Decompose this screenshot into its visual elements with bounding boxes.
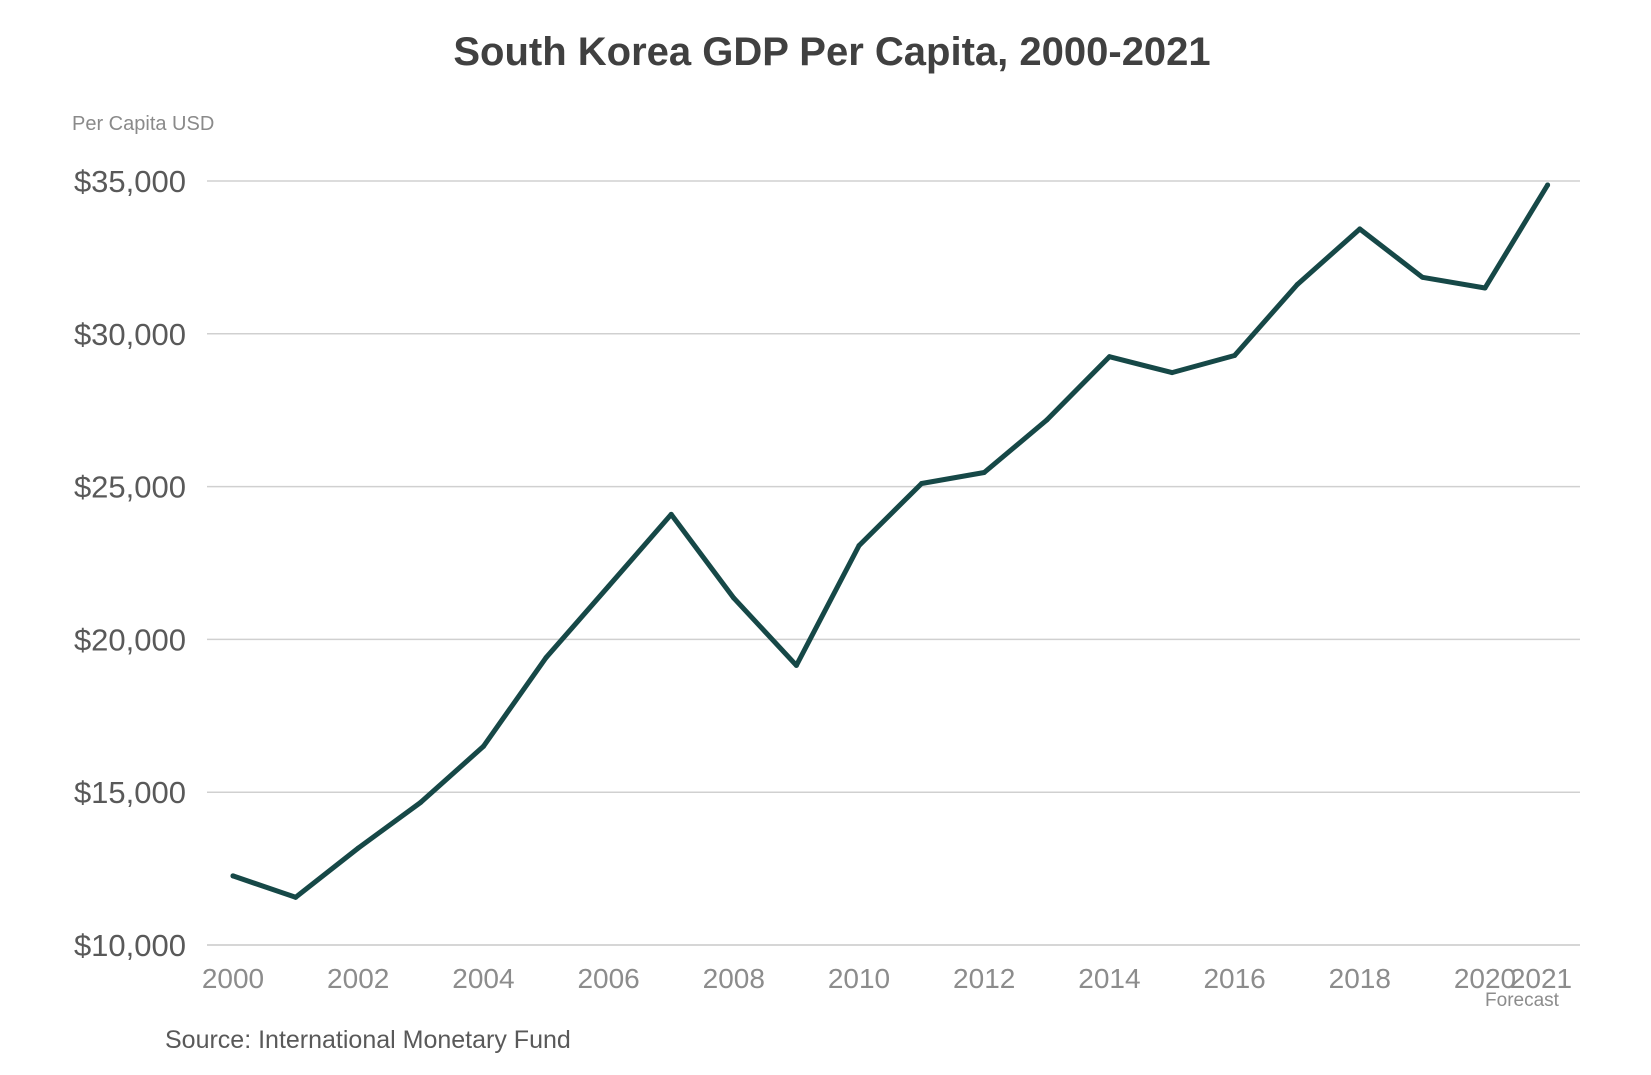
data-point xyxy=(1482,285,1488,291)
chart-title: South Korea GDP Per Capita, 2000-2021 xyxy=(453,30,1210,74)
x-tick-label: 2002 xyxy=(327,963,389,994)
y-tick-label: $15,000 xyxy=(74,775,186,810)
y-axis-ticks: $10,000 $15,000 $20,000 $25,000 $30,000 $35,0… xyxy=(74,164,186,963)
data-point xyxy=(856,543,862,549)
data-point xyxy=(418,799,424,805)
data-point xyxy=(668,511,674,517)
data-point xyxy=(1169,370,1175,376)
y-tick-label: $30,000 xyxy=(74,317,186,352)
source-note: Source: International Monetary Fund xyxy=(165,1026,571,1054)
x-tick-label: 2008 xyxy=(703,963,765,994)
data-point xyxy=(1294,282,1300,288)
data-point xyxy=(1106,354,1112,360)
data-point xyxy=(543,655,549,661)
data-point xyxy=(731,595,737,601)
data-point xyxy=(1545,182,1551,188)
data-point xyxy=(480,743,486,749)
forecast-label: Forecast xyxy=(1485,990,1560,1011)
y-tick-label: $20,000 xyxy=(74,622,186,657)
x-tick-label: 2018 xyxy=(1329,963,1391,994)
data-point xyxy=(230,873,236,879)
data-point xyxy=(981,470,987,476)
data-point xyxy=(1357,226,1363,232)
y-tick-label: $35,000 xyxy=(74,164,186,199)
gridlines xyxy=(207,180,1580,946)
x-tick-label: 2004 xyxy=(452,963,514,994)
x-tick-label: 2012 xyxy=(953,963,1015,994)
data-point xyxy=(793,662,799,668)
x-tick-label: 2020 xyxy=(1454,963,1516,994)
data-point xyxy=(293,894,299,900)
series-layer xyxy=(230,182,1551,900)
data-point xyxy=(1232,352,1238,358)
x-tick-label: 2006 xyxy=(577,963,639,994)
x-tick-label: 2016 xyxy=(1203,963,1265,994)
x-tick-label: 2021 xyxy=(1510,963,1572,994)
data-point xyxy=(355,845,361,851)
y-tick-label: $25,000 xyxy=(74,470,186,505)
x-tick-label: 2014 xyxy=(1078,963,1140,994)
y-tick-label: $10,000 xyxy=(74,928,186,963)
data-point xyxy=(1044,417,1050,423)
series-line xyxy=(230,182,1551,900)
data-point xyxy=(1419,274,1425,280)
x-tick-label: 2000 xyxy=(202,963,264,994)
x-axis-ticks: 2000 2002 2004 2006 2008 2010 2012 2014 2016 2018… xyxy=(202,963,1572,994)
x-tick-label: 2010 xyxy=(828,963,890,994)
data-point xyxy=(606,583,612,589)
data-point xyxy=(919,481,925,487)
y-axis-label: Per Capita USD xyxy=(72,113,214,135)
